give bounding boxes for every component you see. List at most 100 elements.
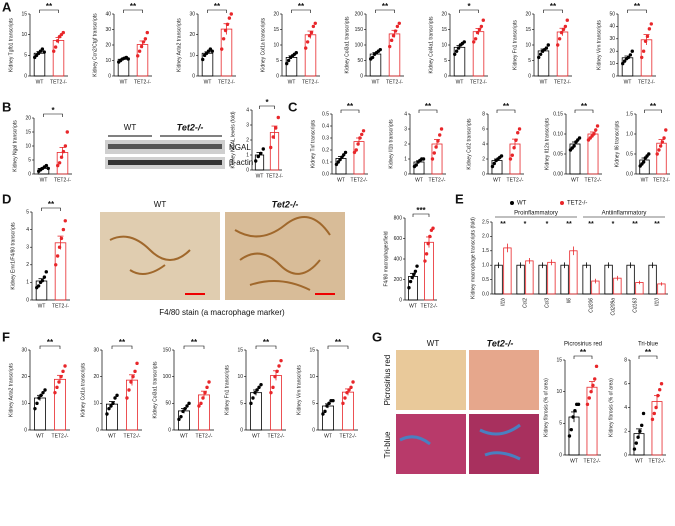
data-point [571,415,575,419]
chart-title: Picrosirius red [564,342,602,348]
y-tick-label: 20 [441,11,447,17]
data-point [105,412,109,416]
x-tick-label: WT [570,458,578,464]
data-point [439,127,444,131]
data-point [203,390,207,395]
y-tick-label: 0.15 [553,111,563,117]
y-tick-label: 4 [246,107,249,113]
data-point [334,162,339,167]
panel-letter: D [2,191,11,206]
data-point [55,39,60,43]
data-point [508,157,513,161]
x-tick-label: TET2-/- [653,177,670,183]
y-tick-label: 0 [399,297,402,303]
stain [109,216,331,291]
data-point [35,401,39,406]
sig-label: ** [581,102,588,111]
data-point [638,429,642,433]
data-point [643,39,648,43]
data-point [341,401,345,406]
data-point [407,286,411,290]
y-tick-label: 5 [240,401,243,407]
data-point [410,275,414,280]
data-point [55,254,60,258]
data-point [343,150,348,155]
sig-label: ** [634,2,641,11]
y-tick-label: 0 [168,427,171,433]
y-tick-label: 50 [609,11,615,17]
data-point [197,404,201,408]
y-tick-label: 5 [528,58,531,64]
data-point [251,396,255,400]
sig-bracket [573,355,593,359]
data-point [640,423,644,428]
bar [269,375,282,431]
y-tick-label: 1.0 [482,263,489,269]
y-tick-label: 10 [609,61,615,67]
data-point [177,417,181,422]
data-point [664,128,668,132]
panel-letter: C [288,99,298,114]
data-point [490,164,495,169]
bar [651,401,663,456]
data-point [388,44,392,49]
sig-bracket [39,9,59,13]
y-tick-label: 4 [624,405,627,411]
y-tick-label: 0.4 [322,123,329,129]
x-tick-label: TET2-/- [218,79,235,85]
data-point [431,226,435,230]
sig-label: ** [550,2,557,11]
data-point [129,380,133,384]
data-point [181,409,185,414]
data-point [259,151,263,156]
data-point [271,385,275,390]
data-point [641,49,646,53]
data-point [37,396,41,400]
data-point [421,157,426,161]
x-tick-label: WT [624,79,632,85]
y-tick-label: 40 [105,11,111,17]
data-point [40,47,45,51]
x-tick-label: WT [641,177,649,183]
data-point [658,387,662,392]
y-tick-label: 150 [163,347,172,353]
data-point [107,406,111,411]
x-tick-label: WT [415,177,423,183]
y-tick-label: 0 [24,427,27,433]
legend-label: TET2-/- [567,201,587,207]
data-point [327,401,331,406]
data-point [43,388,47,392]
y-tick-label: 1.5 [626,111,633,117]
y-tick-label: 200 [355,11,364,17]
sig-label: ** [47,338,54,347]
y-tick-label: 400 [394,256,403,262]
blot-band [108,160,222,165]
data-point [565,18,569,22]
image-label: WT [154,200,167,209]
sig-label: * [524,221,527,228]
data-point [65,130,69,134]
bar [35,280,48,301]
data-point [63,219,67,223]
data-point [412,272,416,277]
data-point [125,396,129,400]
data-point [145,30,149,35]
data-point [370,55,375,60]
y-tick-label: 2.5 [482,219,489,225]
sig-bracket [123,9,143,13]
y-axis-label: Kidney Il1b transcripts [388,119,394,169]
y-tick-label: 0 [246,167,249,173]
y-tick-label: 10 [309,374,315,380]
bar [569,250,578,295]
data-point [349,385,353,390]
y-tick-label: 800 [394,215,403,221]
data-point [628,53,633,57]
x-tick-label: Cd209a [610,298,616,316]
data-point [650,417,655,422]
x-tick-label: Il1b [500,298,506,306]
data-point [41,390,45,395]
data-point [221,37,226,41]
x-tick-label: WT [38,303,46,309]
data-point [592,132,596,136]
sig-bracket [459,9,479,13]
